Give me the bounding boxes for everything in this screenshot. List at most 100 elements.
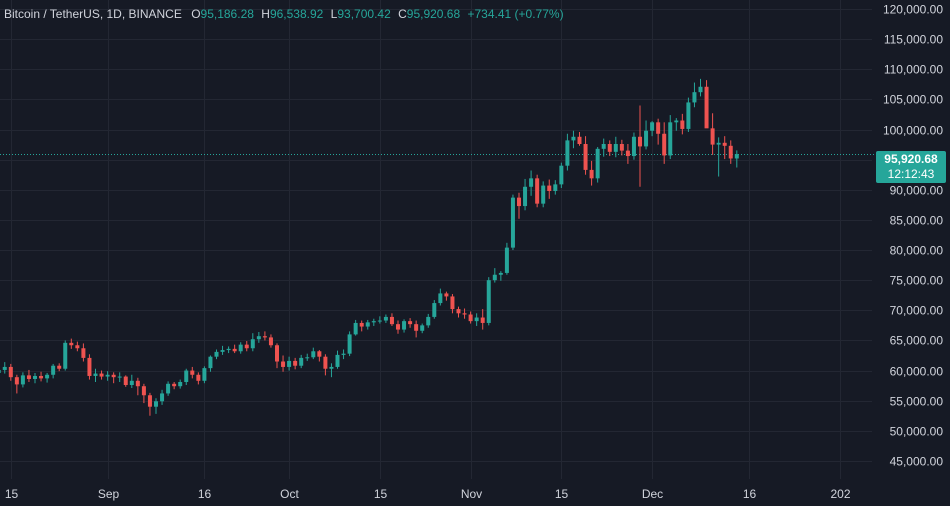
candle xyxy=(504,242,509,275)
candle xyxy=(287,356,292,371)
candle xyxy=(595,147,600,183)
candle-body xyxy=(517,197,521,207)
candle-body xyxy=(160,393,165,402)
candle-body xyxy=(389,316,394,325)
candle-body xyxy=(226,348,231,351)
candle-body xyxy=(0,369,1,373)
candle-body xyxy=(656,122,661,134)
candle-body xyxy=(541,185,546,204)
y-tick-label: 65,000.00 xyxy=(890,334,944,348)
candle xyxy=(63,340,68,371)
candle xyxy=(468,311,473,324)
candle xyxy=(129,374,134,389)
candle-body xyxy=(589,169,594,179)
candle-body xyxy=(474,317,479,322)
candle-body xyxy=(26,375,31,379)
candle-body xyxy=(117,376,122,378)
candle xyxy=(480,309,485,330)
candle xyxy=(202,366,207,384)
candle-body xyxy=(33,375,37,379)
candle-body xyxy=(638,136,642,147)
candle xyxy=(238,342,243,354)
candle xyxy=(710,113,715,155)
candle xyxy=(510,194,515,251)
candle-body xyxy=(305,357,310,359)
symbol-title[interactable]: Bitcoin / TetherUS, 1D, BINANCE xyxy=(4,7,182,21)
candle-body xyxy=(426,316,431,326)
candle-body xyxy=(184,370,189,382)
candle xyxy=(601,138,606,157)
candle xyxy=(135,377,140,396)
candle-body xyxy=(45,374,50,379)
candle-body xyxy=(281,361,286,367)
candle xyxy=(14,374,19,394)
candle xyxy=(220,345,225,355)
candle xyxy=(208,355,213,372)
candle xyxy=(680,113,685,135)
candle-body xyxy=(329,366,334,369)
candle xyxy=(262,331,267,341)
candle-body xyxy=(577,136,582,145)
candle xyxy=(414,320,419,338)
candle-body xyxy=(722,142,727,146)
candle-body xyxy=(214,351,219,357)
candle xyxy=(329,363,334,378)
x-tick-label: Oct xyxy=(280,487,299,501)
candle-body xyxy=(341,353,346,355)
close-label: C xyxy=(398,7,407,21)
candle xyxy=(87,354,92,380)
candle xyxy=(33,372,37,384)
candle-body xyxy=(698,86,703,93)
candle-body xyxy=(111,374,116,378)
candle-body xyxy=(383,316,388,321)
candle-body xyxy=(93,373,98,376)
candle xyxy=(674,118,679,131)
candle-body xyxy=(250,339,255,349)
candle-body xyxy=(14,377,19,385)
candle xyxy=(99,370,104,380)
y-tick-label: 70,000.00 xyxy=(890,304,944,318)
x-tick-label: 15 xyxy=(374,487,388,501)
candle xyxy=(698,78,703,97)
y-tick-label: 55,000.00 xyxy=(890,395,944,409)
y-tick-label: 80,000.00 xyxy=(890,244,944,258)
candle-body xyxy=(613,144,618,152)
y-tick-label: 100,000.00 xyxy=(883,124,943,138)
candle xyxy=(644,120,649,150)
candle xyxy=(178,379,183,389)
candle xyxy=(154,398,158,414)
candle xyxy=(656,118,661,145)
candle xyxy=(75,341,80,352)
candle-body xyxy=(87,357,92,376)
y-tick-label: 90,000.00 xyxy=(890,184,944,198)
candle xyxy=(456,306,461,318)
candle-body xyxy=(57,365,62,369)
candle xyxy=(535,174,540,208)
y-tick-label: 105,000.00 xyxy=(883,93,943,107)
candle xyxy=(686,97,691,132)
low-value: 93,700.42 xyxy=(337,7,391,21)
candle-body xyxy=(69,342,74,346)
candle xyxy=(577,131,582,146)
candle-body xyxy=(365,322,370,327)
candle-body xyxy=(595,148,600,179)
candle xyxy=(650,121,655,137)
candle-body xyxy=(335,354,340,367)
x-tick-label: 16 xyxy=(198,487,212,501)
candle-body xyxy=(129,380,134,386)
candle-body xyxy=(287,360,292,367)
candle xyxy=(293,357,298,370)
candle-body xyxy=(81,348,86,358)
candle xyxy=(559,162,564,188)
candles-layer xyxy=(0,78,739,416)
candle-body xyxy=(268,337,273,346)
candle-body xyxy=(668,122,673,156)
candle-body xyxy=(716,142,721,145)
candle xyxy=(625,144,630,164)
candle-body xyxy=(135,380,140,387)
candle-body xyxy=(704,86,709,129)
candle xyxy=(57,363,62,372)
candle xyxy=(553,180,558,195)
candle xyxy=(317,350,322,362)
